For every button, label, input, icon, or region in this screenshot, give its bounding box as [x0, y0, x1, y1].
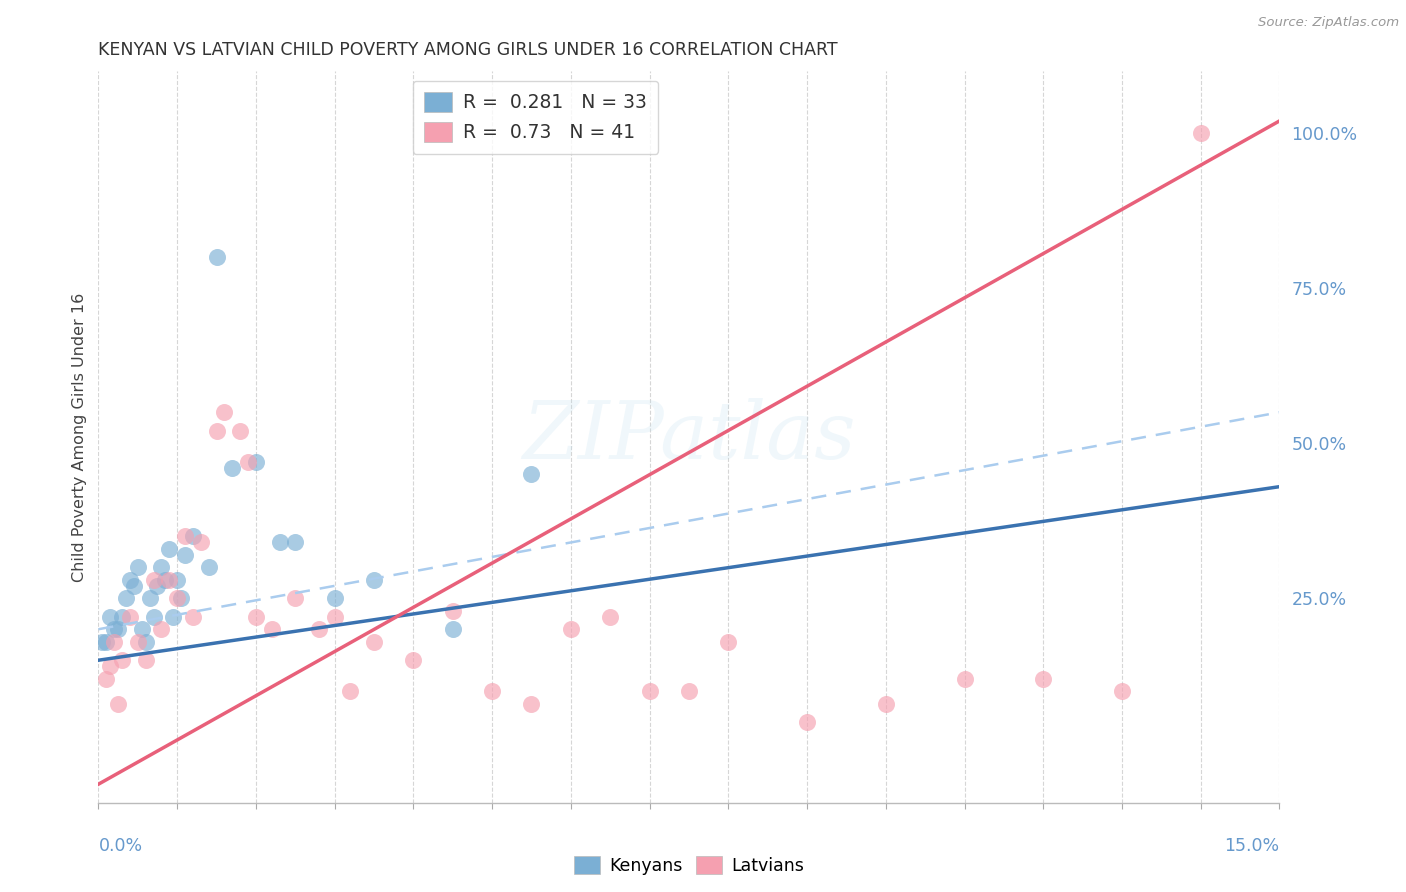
- Point: [236, 455, 259, 469]
- Text: ZIPatlas: ZIPatlas: [522, 399, 856, 475]
- Point: [229, 424, 252, 438]
- Point: [146, 579, 169, 593]
- Point: [166, 591, 188, 606]
- Point: [520, 467, 543, 482]
- Point: [717, 634, 740, 648]
- Point: [560, 622, 582, 636]
- Point: [221, 461, 243, 475]
- Text: Source: ZipAtlas.com: Source: ZipAtlas.com: [1258, 16, 1399, 29]
- Point: [284, 591, 307, 606]
- Point: [205, 250, 228, 264]
- Point: [638, 684, 661, 698]
- Point: [441, 622, 464, 636]
- Point: [796, 715, 818, 730]
- Point: [181, 529, 204, 543]
- Point: [118, 573, 141, 587]
- Point: [197, 560, 219, 574]
- Point: [190, 535, 212, 549]
- Point: [142, 610, 165, 624]
- Point: [155, 573, 177, 587]
- Y-axis label: Child Poverty Among Girls Under 16: Child Poverty Among Girls Under 16: [72, 293, 87, 582]
- Point: [103, 634, 125, 648]
- Point: [96, 634, 118, 648]
- Point: [150, 560, 173, 574]
- Point: [107, 622, 129, 636]
- Point: [245, 610, 267, 624]
- Point: [441, 604, 464, 618]
- Point: [127, 634, 149, 648]
- Point: [98, 659, 121, 673]
- Point: [599, 610, 621, 624]
- Point: [323, 591, 346, 606]
- Point: [96, 672, 118, 686]
- Point: [363, 634, 385, 648]
- Point: [111, 653, 134, 667]
- Text: KENYAN VS LATVIAN CHILD POVERTY AMONG GIRLS UNDER 16 CORRELATION CHART: KENYAN VS LATVIAN CHILD POVERTY AMONG GI…: [98, 41, 838, 59]
- Legend: Kenyans, Latvians: Kenyans, Latvians: [567, 849, 811, 882]
- Point: [1189, 126, 1212, 140]
- Point: [98, 610, 121, 624]
- Point: [205, 424, 228, 438]
- Point: [260, 622, 283, 636]
- Point: [214, 405, 236, 419]
- Point: [142, 573, 165, 587]
- Point: [115, 591, 138, 606]
- Point: [103, 622, 125, 636]
- Point: [678, 684, 700, 698]
- Point: [135, 634, 157, 648]
- Point: [118, 610, 141, 624]
- Point: [363, 573, 385, 587]
- Point: [245, 455, 267, 469]
- Point: [953, 672, 976, 686]
- Point: [269, 535, 291, 549]
- Point: [308, 622, 330, 636]
- Point: [1111, 684, 1133, 698]
- Point: [127, 560, 149, 574]
- Point: [166, 573, 188, 587]
- Point: [481, 684, 503, 698]
- Point: [339, 684, 361, 698]
- Point: [402, 653, 425, 667]
- Point: [181, 610, 204, 624]
- Text: 15.0%: 15.0%: [1225, 837, 1279, 855]
- Text: 0.0%: 0.0%: [98, 837, 142, 855]
- Point: [157, 541, 180, 556]
- Point: [135, 653, 157, 667]
- Point: [284, 535, 307, 549]
- Point: [107, 697, 129, 711]
- Point: [875, 697, 897, 711]
- Point: [122, 579, 145, 593]
- Point: [170, 591, 193, 606]
- Point: [91, 634, 114, 648]
- Point: [174, 529, 197, 543]
- Point: [131, 622, 153, 636]
- Point: [138, 591, 160, 606]
- Point: [157, 573, 180, 587]
- Point: [162, 610, 184, 624]
- Point: [1032, 672, 1054, 686]
- Point: [150, 622, 173, 636]
- Point: [520, 697, 543, 711]
- Point: [323, 610, 346, 624]
- Point: [174, 548, 197, 562]
- Point: [111, 610, 134, 624]
